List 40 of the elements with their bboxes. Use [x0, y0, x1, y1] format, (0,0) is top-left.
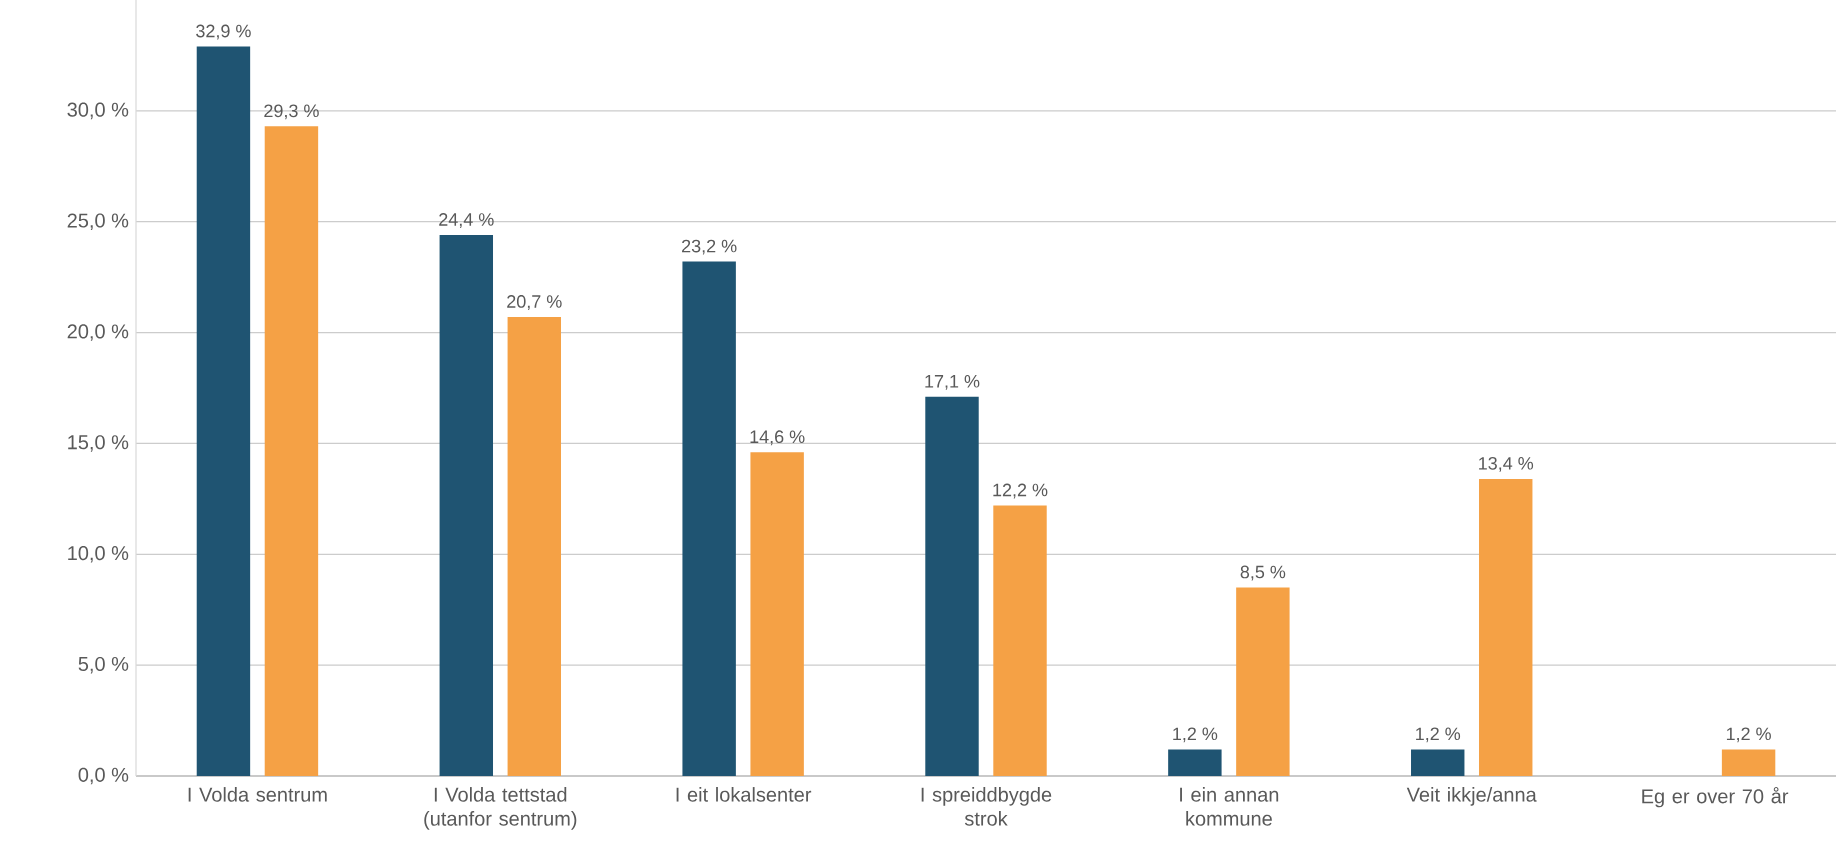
y-tick-label: 30,0 %: [67, 102, 129, 120]
bar: [925, 396, 979, 776]
y-tick-label: 25,0 %: [67, 213, 129, 230]
bar: [750, 452, 804, 776]
data-label: 24,4 %: [439, 213, 494, 228]
y-tick-label: 20,0 %: [67, 324, 129, 341]
x-tick-label: Eg er over 70 år: [1642, 787, 1789, 808]
bar: [1721, 749, 1776, 776]
data-label: 12,2 %: [993, 483, 1048, 499]
x-tick-label: I ein annan kommune: [1180, 787, 1279, 826]
data-label: 1,2 %: [1416, 727, 1461, 743]
x-tick-label: I Volda sentrum: [188, 787, 327, 802]
x-tick-label: I spreiddbygde strok: [921, 787, 1052, 826]
data-label: 32,9 %: [196, 24, 251, 40]
y-tick-label: 15,0 %: [68, 435, 129, 452]
bar: [1168, 749, 1222, 776]
data-label: 14,6 %: [750, 430, 805, 446]
data-label: 1,2 %: [1173, 727, 1218, 743]
bar: [264, 126, 319, 776]
data-label: 20,7 %: [507, 295, 562, 310]
bar: [1479, 478, 1533, 776]
data-label: 29,3 %: [264, 104, 319, 120]
y-tick-label: 0,0 %: [78, 767, 129, 785]
bar: [439, 235, 494, 776]
data-label: 17,1 %: [925, 375, 980, 390]
data-label: 13,4 %: [1479, 456, 1534, 472]
x-tick-label: I Volda tettstad (utanfor sentrum): [424, 787, 577, 830]
bar: [196, 46, 251, 776]
data-label: 1,2 %: [1726, 727, 1771, 743]
data-label: 23,2 %: [682, 239, 737, 255]
y-tick-label: 5,0 %: [78, 656, 129, 674]
data-label: 8,5 %: [1240, 565, 1286, 581]
bar: [1236, 587, 1290, 776]
bar: [507, 317, 562, 776]
x-tick-label: I eit lokalsenter: [676, 787, 812, 802]
bar: [993, 505, 1047, 776]
x-tick-label: Veit ikkje/anna: [1406, 787, 1537, 806]
bar: [682, 261, 736, 776]
y-tick-label: 10,0 %: [68, 546, 129, 563]
bar: [1411, 749, 1465, 776]
